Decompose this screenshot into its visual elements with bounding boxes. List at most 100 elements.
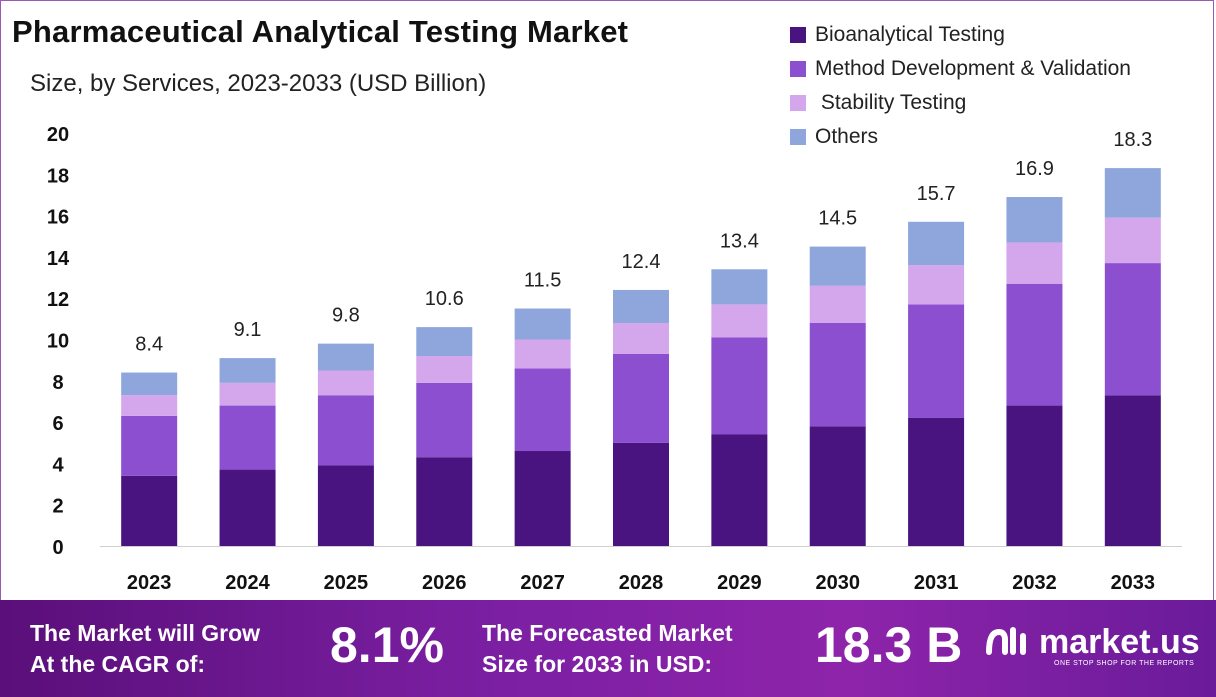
y-tick-label: 18 bbox=[47, 165, 69, 187]
bar-total-label: 8.4 bbox=[135, 334, 163, 356]
bar-segment-method bbox=[1104, 263, 1161, 396]
legend-swatch-stability bbox=[790, 95, 806, 111]
bar-segment-method bbox=[416, 382, 473, 458]
legend-item-others: Others bbox=[790, 120, 1131, 154]
bar-segment-others bbox=[1104, 168, 1161, 218]
bar-segment-stability bbox=[121, 395, 178, 416]
bar-segment-stability bbox=[711, 304, 768, 338]
logo-name: market.us bbox=[1039, 623, 1200, 661]
bar-total-label: 12.4 bbox=[622, 251, 661, 273]
bar-segment-bioanalytical bbox=[317, 465, 374, 546]
bar-segment-bioanalytical bbox=[219, 469, 276, 546]
legend-item-stability: Stability Testing bbox=[790, 86, 1131, 120]
y-tick-label: 10 bbox=[47, 331, 69, 353]
legend-label-bioanalytical: Bioanalytical Testing bbox=[815, 23, 1005, 46]
bar-segment-others bbox=[514, 308, 571, 340]
bar-total-label: 10.6 bbox=[425, 288, 464, 310]
bar-segment-bioanalytical bbox=[711, 434, 768, 546]
bar-segment-method bbox=[514, 368, 571, 452]
bar-segment-stability bbox=[908, 265, 965, 305]
bar-segment-method bbox=[711, 337, 768, 435]
bar-segment-stability bbox=[1104, 217, 1161, 264]
y-tick-label: 2 bbox=[52, 496, 63, 518]
bar-segment-others bbox=[416, 327, 473, 357]
legend: Bioanalytical Testing Method Development… bbox=[790, 18, 1131, 154]
x-tick-label: 2029 bbox=[717, 572, 762, 594]
bar-segment-bioanalytical bbox=[514, 451, 571, 546]
y-tick-label: 14 bbox=[47, 248, 70, 270]
bar-segment-method bbox=[1006, 283, 1063, 406]
bar-segment-stability bbox=[219, 382, 276, 406]
bar-segment-others bbox=[613, 289, 669, 323]
bar-segment-bioanalytical bbox=[416, 457, 473, 546]
bar-segment-others bbox=[908, 221, 965, 266]
bar-segment-others bbox=[219, 358, 276, 383]
bar-segment-stability bbox=[317, 370, 374, 396]
forecast-label: The Forecasted Market Size for 2033 in U… bbox=[482, 618, 733, 680]
x-tick-label: 2027 bbox=[520, 572, 565, 594]
bar-segment-method bbox=[613, 353, 669, 443]
bar-segment-method bbox=[121, 415, 178, 476]
cagr-label: The Market will Grow At the CAGR of: bbox=[30, 618, 260, 680]
summary-banner: The Market will Grow At the CAGR of: 8.1… bbox=[0, 600, 1216, 697]
bar-segment-bioanalytical bbox=[613, 442, 669, 546]
chart-title: Pharmaceutical Analytical Testing Market bbox=[12, 14, 629, 49]
y-tick-label: 4 bbox=[52, 454, 64, 476]
bar-total-label: 9.1 bbox=[234, 319, 262, 341]
x-tick-label: 2028 bbox=[619, 572, 664, 594]
bar-total-label: 9.8 bbox=[332, 305, 360, 327]
bar-segment-method bbox=[219, 405, 276, 470]
bar-segment-bioanalytical bbox=[121, 475, 178, 546]
bar-segment-bioanalytical bbox=[1104, 395, 1161, 546]
bar-segment-others bbox=[121, 372, 178, 396]
bar-segment-method bbox=[809, 322, 866, 427]
y-tick-label: 20 bbox=[47, 124, 69, 146]
bar-segment-stability bbox=[416, 356, 473, 383]
forecast-value: 18.3 B bbox=[815, 617, 963, 673]
y-tick-label: 8 bbox=[52, 372, 63, 394]
x-tick-label: 2026 bbox=[422, 572, 467, 594]
bar-total-label: 15.7 bbox=[917, 183, 956, 205]
bar-segment-bioanalytical bbox=[809, 426, 866, 546]
bar-total-label: 13.4 bbox=[720, 230, 759, 252]
chart-subtitle: Size, by Services, 2023-2033 (USD Billio… bbox=[30, 70, 487, 97]
bar-segment-others bbox=[809, 246, 866, 286]
bar-segment-others bbox=[317, 343, 374, 371]
legend-item-method: Method Development & Validation bbox=[790, 52, 1131, 86]
bar-total-label: 14.5 bbox=[818, 208, 857, 230]
x-tick-label: 2025 bbox=[324, 572, 369, 594]
cagr-value: 8.1% bbox=[330, 617, 444, 673]
y-tick-label: 16 bbox=[47, 207, 69, 229]
legend-swatch-others bbox=[790, 129, 806, 145]
bar-segment-method bbox=[908, 304, 965, 418]
y-tick-label: 0 bbox=[52, 537, 63, 559]
cagr-label-line1: The Market will Grow bbox=[30, 620, 261, 646]
x-tick-label: 2033 bbox=[1111, 572, 1156, 594]
bar-segment-others bbox=[1006, 197, 1063, 243]
x-tick-label: 2031 bbox=[914, 572, 959, 594]
legend-swatch-method bbox=[790, 61, 806, 77]
legend-item-bioanalytical: Bioanalytical Testing bbox=[790, 18, 1131, 52]
bar-segment-method bbox=[317, 395, 374, 466]
marketus-logo: market.us bbox=[985, 622, 1200, 662]
bar-segment-stability bbox=[613, 322, 669, 354]
marketus-logo-icon bbox=[986, 627, 1026, 655]
bar-total-label: 11.5 bbox=[524, 270, 561, 292]
bar-segment-others bbox=[711, 269, 768, 305]
legend-swatch-bioanalytical bbox=[790, 27, 806, 43]
logo-tagline: ONE STOP SHOP FOR THE REPORTS bbox=[1054, 660, 1195, 667]
legend-label-method: Method Development & Validation bbox=[815, 57, 1131, 80]
bar-total-label: 16.9 bbox=[1015, 158, 1054, 180]
bar-segment-bioanalytical bbox=[1006, 405, 1063, 546]
y-tick-label: 12 bbox=[47, 289, 69, 311]
x-tick-label: 2030 bbox=[815, 572, 860, 594]
x-tick-label: 2032 bbox=[1012, 572, 1057, 594]
bar-segment-stability bbox=[514, 339, 571, 369]
forecast-label-line1: The Forecasted Market bbox=[482, 620, 733, 646]
x-tick-label: 2023 bbox=[127, 572, 172, 594]
bar-segment-stability bbox=[809, 285, 866, 323]
bar-segment-stability bbox=[1006, 242, 1063, 284]
forecast-label-line2: Size for 2033 in USD: bbox=[482, 651, 713, 677]
y-tick-label: 6 bbox=[52, 413, 63, 435]
bar-total-label: 18.3 bbox=[1113, 129, 1152, 151]
